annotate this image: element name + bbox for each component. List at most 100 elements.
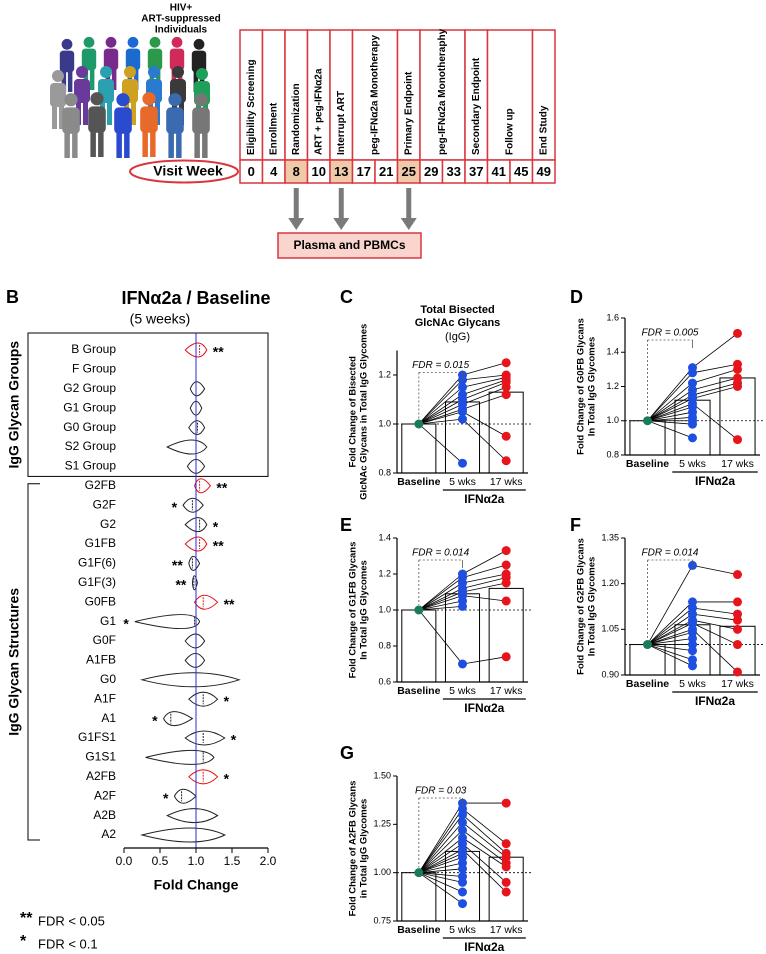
pair-line [647,628,693,645]
pair-line [418,862,463,874]
point [458,817,467,827]
x-tick-label: 17 wks [490,924,523,936]
week-number: 10 [312,164,326,179]
week-number: 8 [293,164,300,179]
point [458,458,467,468]
y-tick-label: 0.90 [601,669,619,679]
group-bracket [27,483,40,841]
violin [134,614,201,630]
pair-line [462,843,507,883]
stage-label: End Study [538,105,549,155]
violin [166,439,208,455]
point [688,433,697,443]
week-number: 21 [379,164,393,179]
fdr-annotation: FDR = 0.03 [415,786,467,797]
point [688,368,697,378]
x-tick-label: 5 wks [679,678,706,690]
pair-line [692,377,738,391]
point [733,570,742,580]
violin [188,691,219,707]
pair-line [462,386,507,405]
pair-line [462,381,507,400]
x-tick-label: Baseline [626,458,669,470]
x-tick-label: Baseline [626,678,669,690]
sample-box-label: Plasma and PBMCs [293,238,405,252]
fdr-annotation: FDR = 0.015 [412,360,469,371]
category-label: G1FB [85,536,116,550]
y-tick-label: 0.75 [373,915,391,925]
pair-line [418,856,463,874]
pair-line [418,418,463,425]
stage-column [486,29,534,161]
violin [189,381,206,397]
point [733,597,742,607]
x-tick-label: Baseline [397,476,440,488]
category-label: G1FS1 [78,730,116,744]
y-tick-label: 1.2 [606,381,619,391]
pair-line [647,416,693,422]
week-number: 45 [514,164,528,179]
pair-line [418,399,463,425]
panel-label: E [340,515,352,535]
violin [166,808,219,824]
pair-line [647,420,693,439]
point [733,624,742,634]
pair-line [418,411,463,425]
point [501,431,511,441]
group-frame [27,332,269,477]
pair-line [647,382,693,422]
stage-label: Primary Endpoint [403,71,414,155]
y-tick-label: 1.25 [373,819,391,829]
week-number: 33 [447,164,461,179]
bar [401,423,437,474]
pair-line [462,362,507,376]
y-axis-label: Fold Change of G1FB Glycans [348,542,359,679]
x-tick-label: 17 wks [490,476,523,488]
point [458,887,467,897]
pair-line [418,802,463,873]
category-label: G1F(6) [78,556,116,570]
category-label: G2FB [85,478,116,492]
pair-line [692,607,738,615]
y-tick-label: 1.6 [606,312,619,322]
pair-line [692,613,738,621]
category-label: G0 [100,672,116,686]
category-label: A1 [101,711,116,725]
significance: * [231,732,237,748]
y-axis-label: Fold Change of A2FB Glycans [348,781,359,917]
point [458,825,467,835]
group-label: IgG Glycan Groups [6,341,22,469]
pair-line [647,631,693,645]
pair-line [647,644,693,652]
week-number: 17 [357,164,371,179]
pair-line [418,379,463,425]
y-axis-label: In Total IgG Glycomes [587,337,598,437]
x-tick-label: 5 wks [679,458,706,470]
x-tick-label: 17 wks [721,458,754,470]
point [643,640,652,650]
panel-label: G [340,743,354,763]
point [458,407,467,417]
category-label: A2F [94,788,116,802]
visit-week-oval [129,159,239,184]
pair-line [647,420,693,425]
pair-line [647,607,693,645]
pair-line [692,386,738,399]
pair-line [462,814,507,854]
y-tick-label: 1.05 [601,624,619,634]
panel-label: F [570,515,581,535]
point [458,382,467,392]
x-tick-label: 0.0 [116,854,133,868]
week-number: 4 [270,164,278,179]
y-tick-label: 1.0 [378,604,391,614]
y-axis-label: Fold Change of G2FB Glycans [576,538,587,675]
pair-line [647,619,693,645]
note-symbol: * [20,933,27,950]
category-label: G0F [93,633,116,647]
point [501,560,511,570]
point [733,667,742,677]
point [458,877,467,887]
pair-line [692,403,738,440]
point [501,887,511,897]
